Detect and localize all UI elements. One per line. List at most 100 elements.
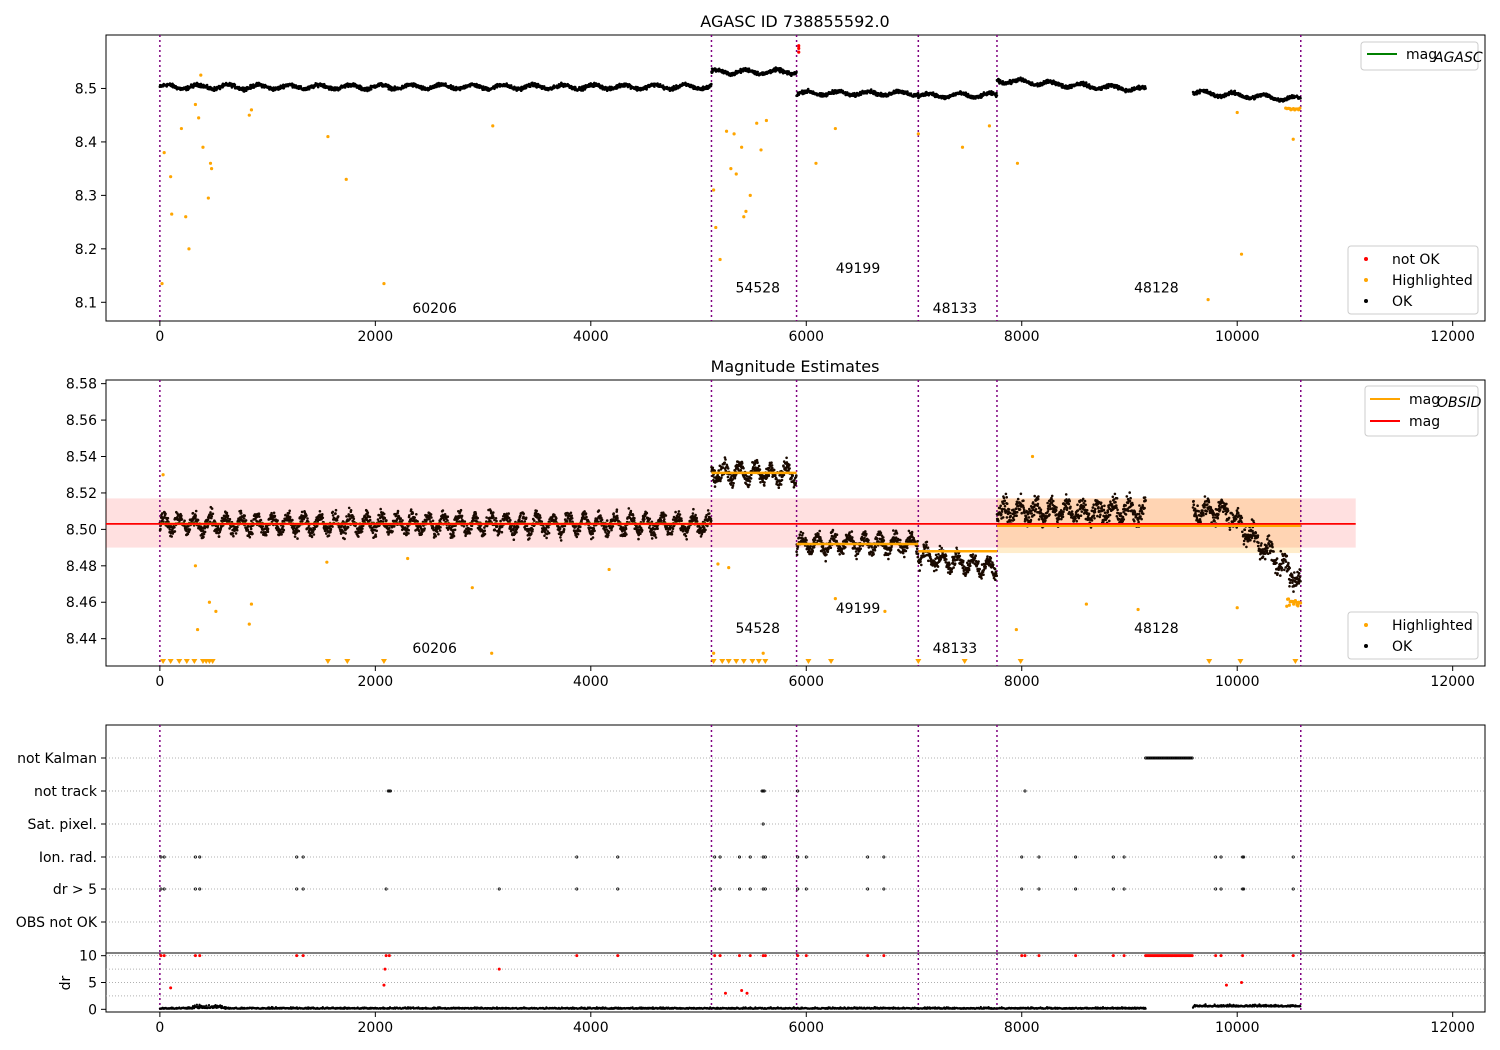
agasc-highlighted-point <box>714 225 718 230</box>
estimates-ok-point <box>344 532 348 535</box>
agasc-ok-point <box>653 85 656 88</box>
agasc-ytick-label: 8.5 <box>75 81 97 97</box>
agasc-highlighted-point <box>759 148 763 152</box>
estimates-ok-point <box>439 526 442 529</box>
estimates-ok-point <box>194 514 197 518</box>
estimates-ok-point <box>530 532 533 535</box>
estimates-ok-point <box>318 510 322 513</box>
agasc-not-ok-point <box>797 46 801 50</box>
estimates-ok-point <box>296 537 299 540</box>
agasc-xtick-label: 4000 <box>573 329 609 345</box>
estimates-ok-point <box>483 529 487 532</box>
estimates-ok-point <box>251 532 254 535</box>
agasc-highlighted-point <box>1235 110 1239 115</box>
legend-marker <box>1364 257 1368 261</box>
estimates-ok-point <box>265 533 268 537</box>
estimates-ok-point <box>413 516 417 519</box>
agasc-highlighted-point <box>718 257 722 262</box>
estimates-ok-point <box>293 535 297 538</box>
agasc-highlighted-point <box>748 193 752 197</box>
estimates-ok-point <box>226 517 229 520</box>
agasc-ytick-label: 8.4 <box>75 135 97 151</box>
estimates-ok-point <box>396 509 400 513</box>
agasc-xtick-label: 12000 <box>1430 329 1475 345</box>
estimates-ok-point <box>494 517 498 520</box>
estimates-ok-point <box>428 518 431 521</box>
estimates-ok-point <box>411 512 415 515</box>
agasc-obsid-label: 54528 <box>736 281 781 297</box>
estimates-ok-point <box>321 513 324 516</box>
estimates-ok-point <box>509 518 512 522</box>
estimates-ok-point <box>325 532 328 535</box>
estimates-ok-point <box>327 534 331 537</box>
estimates-ok-point <box>431 519 435 523</box>
agasc-highlighted-point <box>729 167 733 171</box>
estimates-ok-point <box>540 520 544 523</box>
agasc-ytick-label: 8.2 <box>75 242 97 258</box>
estimates-ok-point <box>535 509 538 513</box>
estimates-ok-point <box>234 532 238 535</box>
estimates-ok-point <box>164 512 167 516</box>
agasc-highlighted-point <box>199 73 203 77</box>
agasc-highlighted-point <box>247 113 251 117</box>
estimates-ok-point <box>431 526 435 529</box>
estimates-ok-point <box>280 533 283 536</box>
estimates-ok-point <box>507 512 511 515</box>
estimates-ok-point <box>401 519 404 522</box>
estimates-ok-point <box>334 508 338 512</box>
agasc-highlighted-point <box>742 215 746 219</box>
agasc-highlighted-point <box>764 118 769 123</box>
agasc-obsid-label: 60206 <box>412 301 457 317</box>
estimates-ok-point <box>391 530 394 533</box>
agasc-highlighted-point <box>162 151 166 155</box>
estimates-ok-point <box>191 511 195 515</box>
agasc-highlighted-point <box>382 281 386 286</box>
estimates-ok-point <box>249 527 253 531</box>
estimates-ok-point <box>239 511 243 515</box>
legend-label: OK <box>1392 294 1413 310</box>
agasc-highlighted-point <box>187 247 191 251</box>
estimates-ok-point <box>357 535 360 538</box>
estimates-ok-point <box>345 515 348 518</box>
estimates-ok-point <box>231 532 235 535</box>
agasc-highlighted-point <box>814 161 818 165</box>
estimates-ok-point <box>312 533 316 536</box>
estimates-ok-point <box>368 515 372 519</box>
agasc-highlighted-point <box>712 188 716 192</box>
estimates-ok-point <box>343 525 347 528</box>
estimates-ok-point <box>499 519 502 523</box>
agasc-highlighted-point <box>169 175 173 179</box>
agasc-highlighted-point <box>960 145 965 149</box>
agasc-xtick-label: 6000 <box>788 329 824 345</box>
estimates-ok-point <box>559 536 562 539</box>
estimates-ok-point <box>446 519 449 522</box>
estimates-ok-point <box>383 516 387 520</box>
agasc-xtick-label: 8000 <box>1004 329 1040 345</box>
estimates-ok-point <box>430 516 433 519</box>
legend-label: not OK <box>1392 252 1440 268</box>
estimates-ok-point <box>463 520 467 523</box>
estimates-ok-point <box>202 532 206 536</box>
estimates-ok-point <box>516 525 520 529</box>
estimates-ok-point <box>170 535 173 538</box>
estimates-ok-point <box>209 511 212 514</box>
estimates-ok-point <box>483 532 487 536</box>
agasc-highlighted-point <box>326 134 330 139</box>
estimates-ok-point <box>180 514 183 518</box>
estimates-ok-point <box>543 534 546 537</box>
estimates-ok-point <box>288 515 292 519</box>
agasc-highlighted-point <box>197 116 201 120</box>
estimates-ok-point <box>420 532 424 536</box>
panel-estimates: Magnitude Estimates 60206545284919948133… <box>66 357 1486 690</box>
agasc-ok-point <box>205 83 209 87</box>
estimates-ok-point <box>336 515 340 518</box>
estimates-ok-point <box>266 527 270 531</box>
agasc-highlighted-point <box>724 129 729 133</box>
agasc-highlighted-point <box>1239 252 1244 256</box>
agasc-highlighted-point <box>1298 106 1302 110</box>
estimates-ok-point <box>346 526 350 529</box>
estimates-ok-point <box>183 519 186 523</box>
estimates-ok-point <box>321 516 325 520</box>
agasc-highlighted-point <box>744 209 748 214</box>
